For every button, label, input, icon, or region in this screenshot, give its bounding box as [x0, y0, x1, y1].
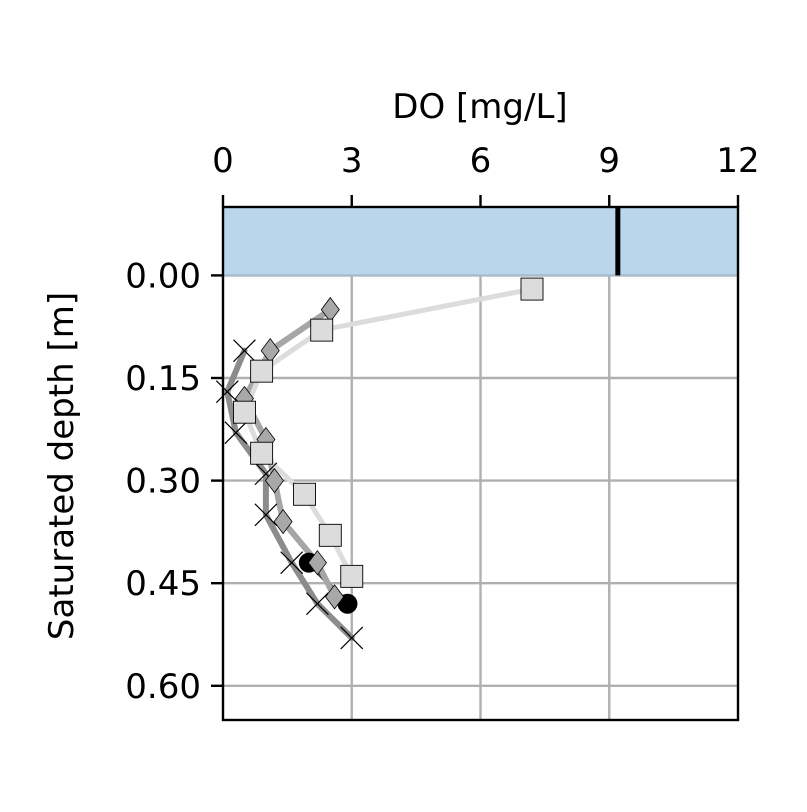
- x-marker: [254, 503, 278, 527]
- x-tick-label: 0: [212, 141, 234, 181]
- square-marker: [520, 277, 544, 301]
- series-line-square: [242, 286, 535, 579]
- grid: [223, 207, 738, 720]
- axis-ticks: 0 3 6 9 12 0.00 0.15 0.30 0.45 0.60: [125, 141, 759, 707]
- x-marker: [215, 380, 239, 404]
- square-marker: [318, 523, 342, 547]
- y-tick-label: 0.60: [125, 667, 201, 707]
- series-layer: [215, 277, 544, 650]
- water-band: [223, 207, 738, 276]
- diamond-marker: [320, 296, 340, 323]
- square-marker: [233, 400, 256, 424]
- square-marker: [250, 359, 274, 383]
- y-axis-title: Saturated depth [m]: [42, 292, 82, 640]
- x-marker: [280, 551, 304, 575]
- series-line-x: [224, 347, 355, 641]
- diamond-marker: [307, 550, 327, 576]
- x-marker: [340, 626, 364, 650]
- y-tick-label: 0.15: [125, 359, 201, 399]
- y-tick-label: 0.45: [125, 564, 201, 604]
- square-marker: [310, 318, 334, 342]
- x-tick-label: 6: [470, 141, 492, 181]
- water-band-layer: [223, 207, 738, 277]
- x-axis-title: DO [mg/L]: [392, 87, 567, 127]
- diamond-marker: [325, 584, 345, 610]
- square-marker: [293, 482, 316, 506]
- diamond-marker: [273, 508, 293, 535]
- x-tick-label: 3: [341, 141, 363, 181]
- diamond-marker: [265, 467, 284, 494]
- y-tick-label: 0.30: [125, 462, 201, 502]
- square-marker: [250, 441, 274, 465]
- x-tick-label: 9: [598, 141, 620, 181]
- x-tick-label: 12: [716, 141, 759, 181]
- x-marker: [224, 421, 248, 445]
- square-marker: [340, 564, 364, 588]
- x-marker: [305, 592, 329, 616]
- y-tick-label: 0.00: [125, 256, 201, 296]
- x-marker: [233, 339, 256, 363]
